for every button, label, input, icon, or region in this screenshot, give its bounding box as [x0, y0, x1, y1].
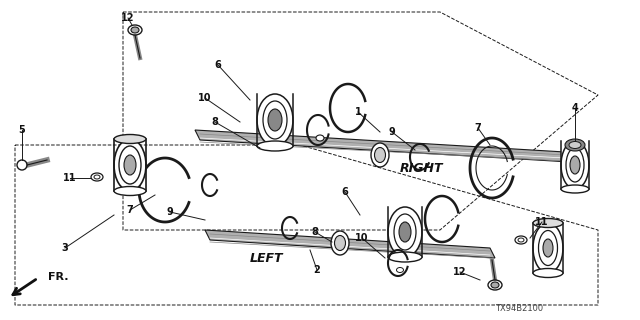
- Ellipse shape: [561, 141, 589, 189]
- Ellipse shape: [491, 282, 499, 288]
- Text: 10: 10: [198, 93, 212, 103]
- Ellipse shape: [566, 148, 584, 182]
- Ellipse shape: [124, 155, 136, 175]
- Text: 11: 11: [535, 217, 548, 227]
- Text: 12: 12: [121, 13, 135, 23]
- Text: 8: 8: [312, 227, 319, 237]
- Polygon shape: [561, 162, 568, 168]
- Ellipse shape: [543, 239, 553, 257]
- Ellipse shape: [569, 141, 581, 148]
- Text: FR.: FR.: [48, 272, 68, 282]
- Ellipse shape: [374, 148, 385, 163]
- Ellipse shape: [114, 187, 146, 196]
- Text: LEFT: LEFT: [250, 252, 284, 265]
- Ellipse shape: [131, 27, 139, 33]
- Text: 8: 8: [212, 117, 218, 127]
- Ellipse shape: [128, 25, 142, 35]
- Text: 6: 6: [342, 187, 348, 197]
- Ellipse shape: [561, 185, 589, 193]
- Text: 12: 12: [453, 267, 467, 277]
- Text: 7: 7: [475, 123, 481, 133]
- Text: 4: 4: [572, 103, 579, 113]
- Ellipse shape: [533, 219, 563, 228]
- Ellipse shape: [388, 252, 422, 262]
- Ellipse shape: [371, 143, 389, 167]
- Text: 2: 2: [314, 265, 321, 275]
- Bar: [561, 141, 589, 189]
- Ellipse shape: [331, 231, 349, 255]
- Ellipse shape: [515, 236, 527, 244]
- Ellipse shape: [388, 207, 422, 257]
- Ellipse shape: [533, 268, 563, 277]
- Ellipse shape: [263, 101, 287, 139]
- Ellipse shape: [570, 156, 580, 174]
- Ellipse shape: [268, 109, 282, 131]
- Ellipse shape: [394, 214, 416, 250]
- Text: 6: 6: [214, 60, 221, 70]
- Text: 7: 7: [127, 205, 133, 215]
- Ellipse shape: [114, 134, 146, 143]
- Text: 9: 9: [388, 127, 396, 137]
- Polygon shape: [195, 130, 570, 162]
- Polygon shape: [205, 230, 495, 258]
- Ellipse shape: [316, 135, 324, 141]
- Ellipse shape: [538, 230, 557, 266]
- Text: 5: 5: [19, 125, 26, 135]
- Ellipse shape: [94, 175, 100, 179]
- Ellipse shape: [114, 139, 146, 191]
- Ellipse shape: [257, 94, 293, 146]
- Ellipse shape: [565, 139, 585, 151]
- Text: 10: 10: [355, 233, 369, 243]
- Ellipse shape: [518, 238, 524, 242]
- Ellipse shape: [397, 268, 403, 273]
- Ellipse shape: [533, 223, 563, 273]
- Ellipse shape: [399, 222, 411, 242]
- Ellipse shape: [91, 173, 103, 181]
- Text: 3: 3: [61, 243, 68, 253]
- Text: RIGHT: RIGHT: [400, 162, 444, 174]
- Ellipse shape: [335, 236, 346, 251]
- Text: 11: 11: [63, 173, 77, 183]
- Circle shape: [17, 160, 27, 170]
- Ellipse shape: [488, 280, 502, 290]
- Text: TX94B2100: TX94B2100: [495, 304, 543, 313]
- Ellipse shape: [257, 141, 293, 151]
- Text: 1: 1: [355, 107, 362, 117]
- Text: 9: 9: [166, 207, 173, 217]
- Ellipse shape: [119, 146, 141, 184]
